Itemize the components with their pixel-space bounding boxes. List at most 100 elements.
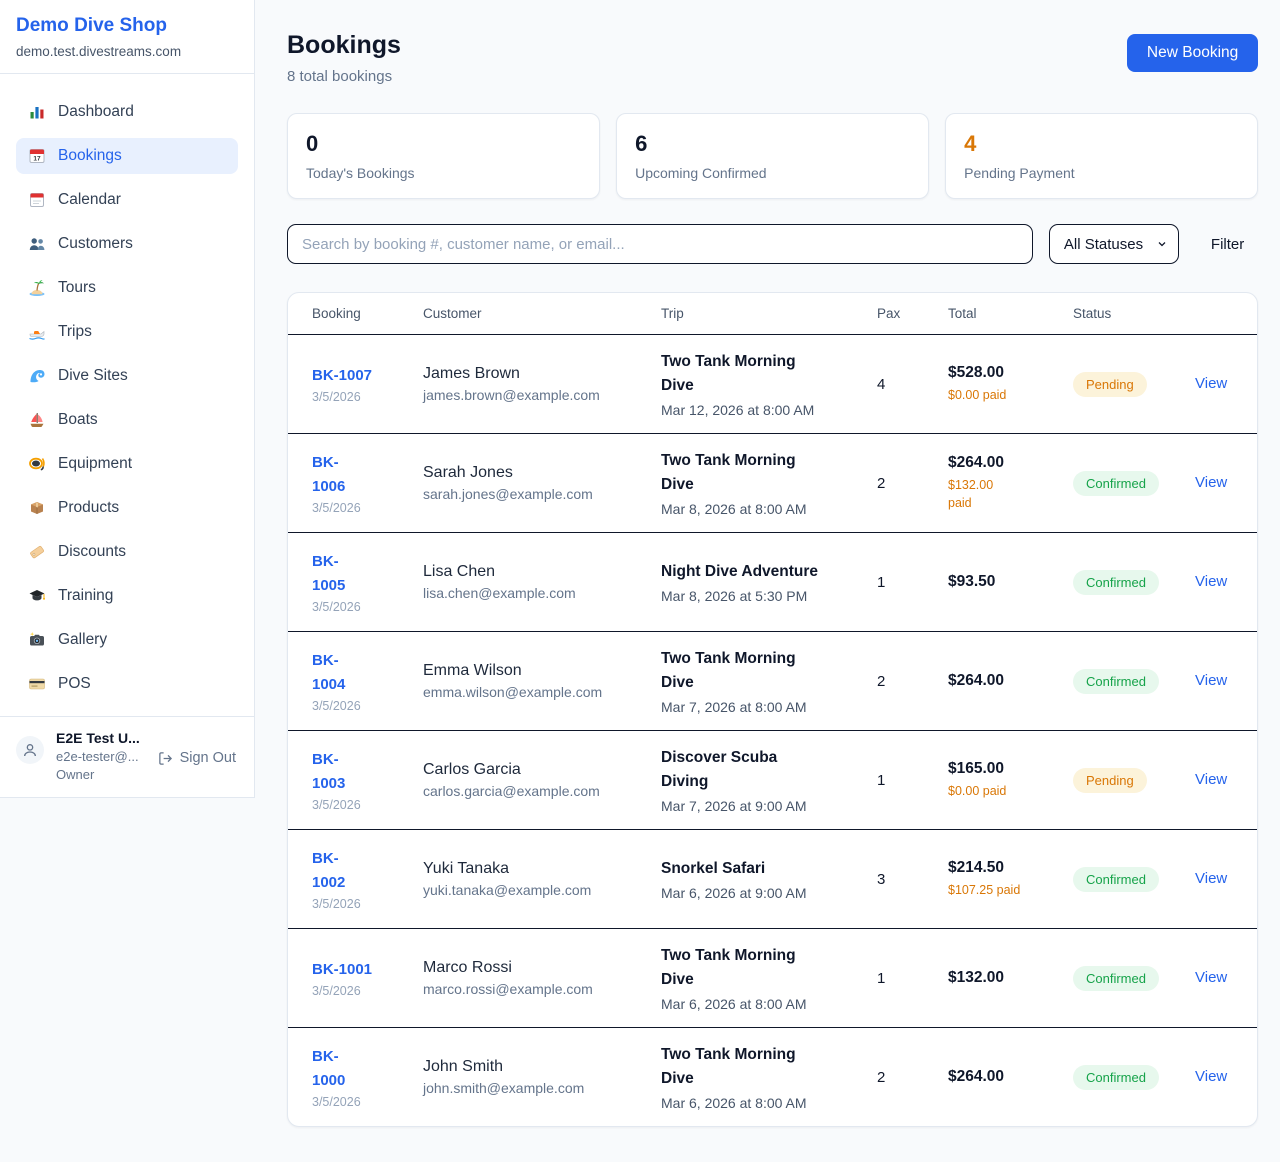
user-info: E2E Test U... e2e-tester@... Owner [56,730,140,782]
sidebar-item-dive-sites[interactable]: Dive Sites [16,358,238,394]
sidebar-nav: Dashboard 17 Bookings Calendar Customers… [0,74,254,716]
booking-id-link[interactable]: BK-1000 [312,1048,346,1089]
booking-id-link[interactable]: BK-1001 [312,961,373,978]
paid-amount: $0.00 paid [948,783,1007,798]
booking-id-link[interactable]: BK-1007 [312,367,373,384]
table-row: BK-1002 3/5/2026 Yuki Tanaka yuki.tanaka… [288,829,1258,928]
sidebar-item-label: Calendar [58,191,121,208]
view-link[interactable]: View [1195,870,1228,887]
paid-amount: $0.00 paid [948,387,1007,402]
stat-card-pending-payment: 4 Pending Payment [945,113,1259,199]
sidebar-item-pos[interactable]: POS [16,666,238,702]
booking-id-link[interactable]: BK-1002 [312,850,346,891]
search-input[interactable] [287,224,1033,264]
sidebar-item-label: Trips [58,323,92,340]
brand-domain: demo.test.divestreams.com [16,44,182,59]
table-row: BK-1001 3/5/2026 Marco Rossi marco.rossi… [288,928,1258,1027]
status-badge: Pending [1073,371,1147,397]
sidebar-item-label: Gallery [58,631,108,648]
island-icon [28,279,46,297]
sidebar-item-calendar[interactable]: Calendar [16,182,238,218]
trip-name: Discover Scuba Diving [661,748,778,790]
stat-label: Pending Payment [964,165,1075,181]
booking-id-link[interactable]: BK-1006 [312,454,346,495]
brand-title: Demo Dive Shop [16,15,167,36]
paid-amount: $132.00 paid [948,477,994,510]
customer-name: John Smith [423,1058,504,1075]
view-link[interactable]: View [1195,474,1228,491]
stat-value: 0 [306,131,319,156]
pax-count: 2 [877,1068,886,1086]
filters-bar: All Statuses Filter [287,224,1258,264]
page-title: Bookings [287,31,401,59]
trip-name: Night Dive Adventure [661,562,819,580]
sidebar-item-discounts[interactable]: Discounts [16,534,238,570]
view-link[interactable]: View [1195,672,1228,689]
sidebar-item-dashboard[interactable]: Dashboard [16,94,238,130]
total-amount: $93.50 [948,573,996,590]
tag-icon [28,543,46,561]
sidebar-item-equipment[interactable]: Equipment [16,446,238,482]
trip-datetime: Mar 6, 2026 at 9:00 AM [661,885,807,901]
column-header-customer: Customer [423,306,482,321]
trip-name: Two Tank Morning Dive [661,352,796,394]
booking-id-link[interactable]: BK-1004 [312,652,346,693]
status-select[interactable]: All Statuses [1048,224,1179,264]
customer-email: emma.wilson@example.com [423,684,603,700]
table-body: BK-1007 3/5/2026 James Brown james.brown… [288,334,1258,1126]
customer-email: james.brown@example.com [423,387,600,403]
customer-name: Carlos Garcia [423,761,521,778]
view-link[interactable]: View [1195,573,1228,590]
column-header-total: Total [948,306,977,321]
view-link[interactable]: View [1195,771,1228,788]
total-amount: $165.00 [948,759,1005,777]
customer-email: carlos.garcia@example.com [423,783,600,799]
booking-id-link[interactable]: BK-1003 [312,751,346,792]
table-row: BK-1003 3/5/2026 Carlos Garcia carlos.ga… [288,730,1258,829]
sidebar-item-boats[interactable]: Boats [16,402,238,438]
trip-name: Two Tank Morning Dive [661,649,796,691]
user-footer: E2E Test U... e2e-tester@... Owner Sign … [0,716,254,797]
sign-out-label: Sign Out [179,750,236,766]
customer-email: lisa.chen@example.com [423,585,576,601]
sidebar-item-label: POS [58,675,91,692]
sidebar-item-label: Dashboard [58,103,134,120]
trip-name: Two Tank Morning Dive [661,946,796,988]
view-link[interactable]: View [1195,969,1228,986]
user-name: E2E Test U... [56,730,140,746]
main-content: Bookings 8 total bookings New Booking 0 … [255,0,1280,1161]
status-badge: Confirmed [1073,569,1159,595]
filter-button[interactable]: Filter [1197,227,1258,262]
booking-id-link[interactable]: BK-1005 [312,553,346,594]
customer-name: Marco Rossi [423,959,512,976]
sidebar-item-customers[interactable]: Customers [16,226,238,262]
column-header-status: Status [1073,306,1112,321]
pax-count: 4 [877,375,886,393]
trip-name: Two Tank Morning Dive [661,451,796,493]
stat-card-upcoming-confirmed: 6 Upcoming Confirmed [616,113,930,199]
pax-count: 1 [877,969,886,987]
trip-datetime: Mar 8, 2026 at 5:30 PM [661,588,808,604]
sidebar-item-trips[interactable]: Trips [16,314,238,350]
user-role: Owner [56,767,95,782]
sidebar: Demo Dive Shop demo.test.divestreams.com… [0,0,255,798]
trip-name: Two Tank Morning Dive [661,1045,796,1087]
sidebar-item-tours[interactable]: Tours [16,270,238,306]
sidebar-item-products[interactable]: Products [16,490,238,526]
sidebar-item-gallery[interactable]: Gallery [16,622,238,658]
sidebar-item-bookings[interactable]: 17 Bookings [16,138,238,174]
customer-name: Yuki Tanaka [423,860,509,877]
total-amount: $264.00 [948,453,1005,471]
new-booking-button[interactable]: New Booking [1126,34,1259,72]
column-header-trip: Trip [661,306,684,321]
customer-name: Sarah Jones [423,464,513,481]
view-link[interactable]: View [1195,375,1228,392]
booking-date: 3/5/2026 [312,798,361,812]
sidebar-item-training[interactable]: Training [16,578,238,614]
sign-out-button[interactable]: Sign Out [154,746,240,770]
view-link[interactable]: View [1195,1068,1228,1085]
pax-count: 1 [877,573,886,591]
customer-email: sarah.jones@example.com [423,486,593,502]
table-row: BK-1004 3/5/2026 Emma Wilson emma.wilson… [288,631,1258,730]
